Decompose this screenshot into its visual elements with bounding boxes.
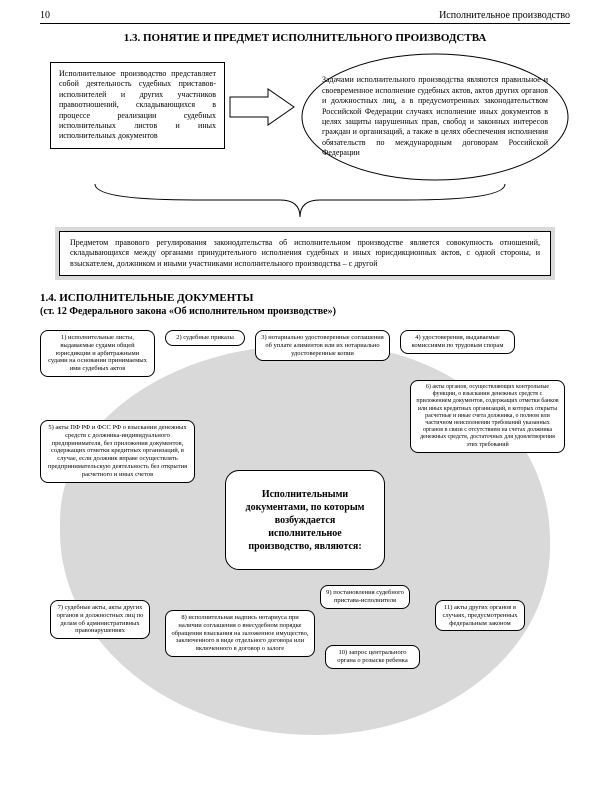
item-2: 2) судебные приказы [165,330,245,346]
section-1-4-title: 1.4. ИСПОЛНИТЕЛЬНЫЕ ДОКУМЕНТЫ [40,292,570,304]
center-box: Исполнительными документами, по которым … [225,470,385,570]
section-1-4-subtitle: (ст. 12 Федерального закона «Об исполнит… [40,306,570,317]
definition-text: Исполнительное производство представляет… [59,69,216,140]
page-number: 10 [40,10,50,21]
section-1-4-diagram: Исполнительными документами, по которым … [40,325,570,755]
definition-box: Исполнительное производство представляет… [50,62,225,149]
item-7: 7) судебные акты, акты других органов и … [50,600,150,639]
section-1-3-diagram: Исполнительное производство представляет… [40,52,570,282]
page: 10 Исполнительное производство 1.3. ПОНЯ… [0,0,600,765]
tasks-text: Задачами исполнительного производства яв… [300,63,570,170]
subject-box: Предметом правового регулирования законо… [59,231,551,276]
brace-icon [90,182,510,222]
item-3: 3) нотариально удостоверенные соглашения… [255,330,390,361]
item-1: 1) исполнительные листы, выдаваемые суда… [40,330,155,377]
subject-text: Предметом правового регулирования законо… [70,238,540,268]
section-1-3-title: 1.3. ПОНЯТИЕ И ПРЕДМЕТ ИСПОЛНИТЕЛЬНОГО П… [40,32,570,44]
center-text: Исполнительными документами, по которым … [238,488,372,553]
item-11: 11) акты других органов в случаях, преду… [435,600,525,631]
subject-box-outer: Предметом правового регулирования законо… [55,227,555,280]
item-5: 5) акты ПФ РФ и ФСС РФ о взыскании денеж… [40,420,195,483]
tasks-box: Задачами исполнительного производства яв… [300,52,570,182]
item-8: 8) исполнительная надпись нотариуса при … [165,610,315,657]
item-9: 9) постановления судебного пристава-испо… [320,585,410,609]
item-6: 6) акты органов, осуществляющих контроль… [410,380,565,453]
running-title: Исполнительное производство [439,10,570,21]
item-10: 10) запрос центрального органа о розыске… [325,645,420,669]
page-header: 10 Исполнительное производство [40,10,570,24]
item-4: 4) удостоверения, выдаваемые комиссиями … [400,330,515,354]
arrow-icon [228,87,298,127]
